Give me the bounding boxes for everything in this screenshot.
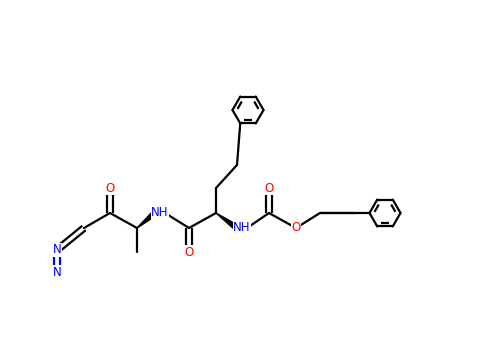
Text: O: O [264,182,274,195]
Text: NH: NH [233,222,251,234]
Polygon shape [137,211,157,228]
Polygon shape [216,213,239,230]
Text: NH: NH [151,206,169,219]
Text: O: O [291,222,300,234]
Text: O: O [184,246,193,258]
Text: N: N [53,266,61,279]
Text: N: N [53,243,61,256]
Text: O: O [106,182,115,195]
